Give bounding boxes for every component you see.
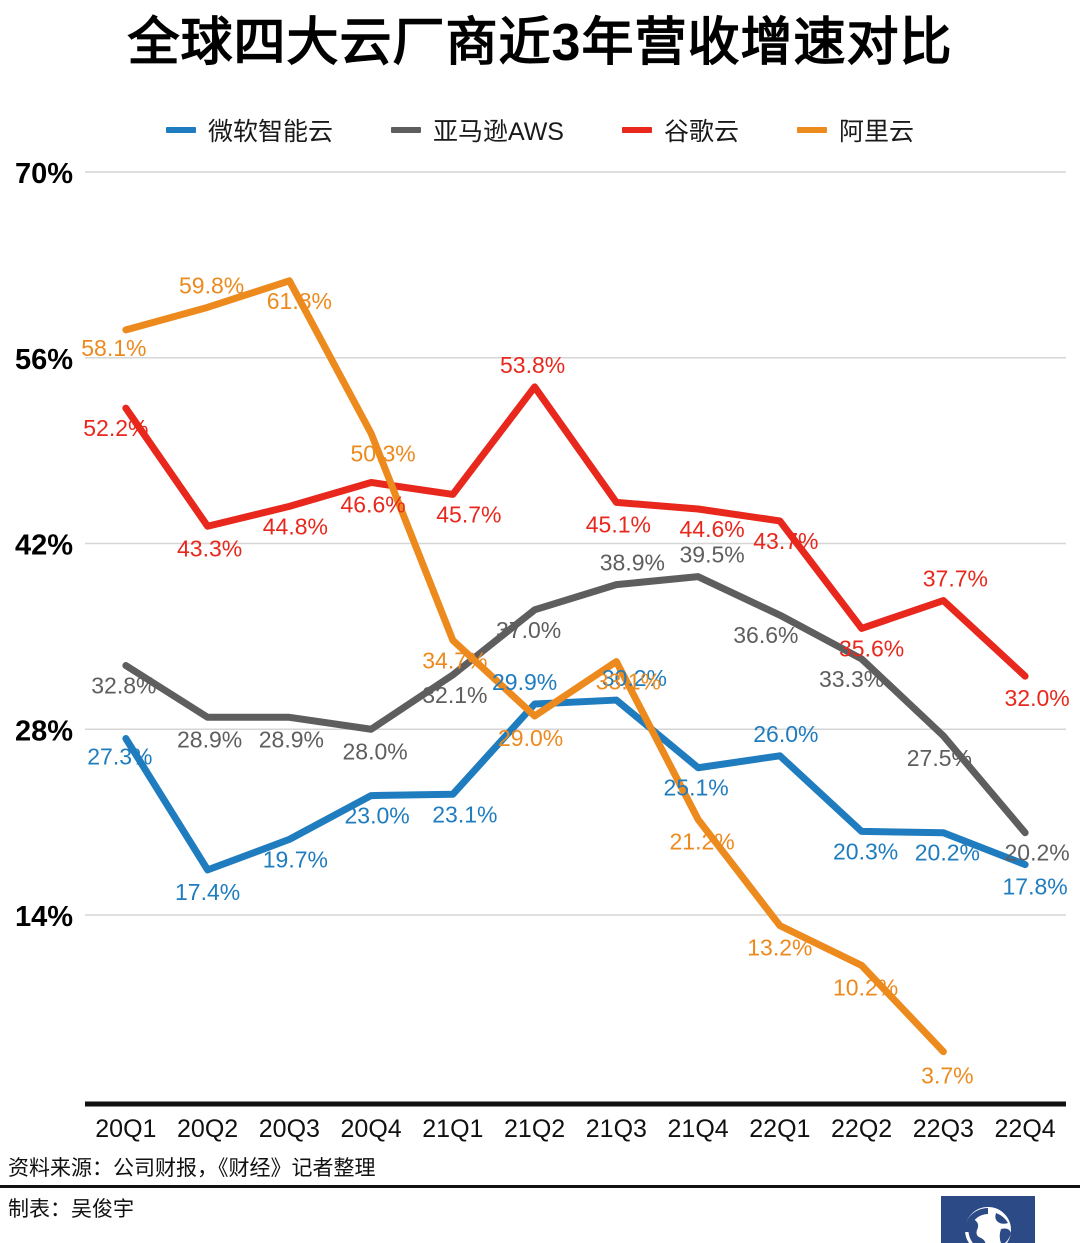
data-point-label: 29.9% (492, 669, 557, 695)
series-line[interactable] (122, 573, 1029, 837)
data-point-label: 43.3% (177, 535, 242, 561)
data-point-label: 43.7% (753, 528, 818, 554)
data-point-label: 32.8% (91, 673, 156, 699)
data-point-label: 17.8% (1003, 874, 1068, 900)
page-title: 全球四大云厂商近3年营收增速对比 (127, 14, 953, 72)
data-point-label: 38.9% (600, 550, 665, 576)
legend-swatch-icon (390, 127, 421, 133)
data-point-label: 44.8% (263, 513, 328, 539)
data-point-label: 52.2% (83, 415, 148, 441)
y-axis-tick-label: 42% (15, 530, 73, 562)
data-point-label: 10.2% (833, 974, 898, 1000)
data-point-label: 29.0% (498, 725, 563, 751)
series-line[interactable] (122, 277, 947, 1056)
data-point-label: 50.3% (351, 440, 416, 466)
x-axis-tick-label: 20Q1 (95, 1115, 156, 1143)
y-axis-tick-label: 70% (15, 158, 73, 190)
data-point-label: 28.9% (177, 726, 242, 752)
data-point-label: 53.8% (500, 352, 565, 378)
footer-divider (0, 1185, 1080, 1188)
x-axis-tick-label: 21Q2 (504, 1115, 565, 1143)
data-point-label: 28.9% (259, 726, 324, 752)
data-point-label: 32.1% (422, 682, 487, 708)
x-axis-tick-label: 20Q3 (259, 1115, 320, 1143)
source-note: 资料来源：公司财报，《财经》记者整理 (8, 1157, 376, 1180)
globe-logo (941, 1196, 1035, 1243)
data-point-label: 35.6% (839, 635, 904, 661)
chart-legend: 微软智能云 亚马逊AWS 谷歌云 阿里云 (0, 112, 1080, 148)
data-point-label: 17.4% (175, 879, 240, 905)
x-axis-tick-label: 20Q2 (177, 1115, 238, 1143)
series-line[interactable] (122, 696, 1029, 874)
x-axis-tick-label: 22Q4 (995, 1115, 1056, 1143)
data-point-label: 23.1% (432, 801, 497, 827)
series-line[interactable] (122, 383, 1029, 680)
data-point-label: 45.7% (436, 501, 501, 527)
x-axis-tick-label: 21Q3 (586, 1115, 647, 1143)
legend-label: 微软智能云 (207, 118, 333, 146)
data-point-label: 32.0% (1005, 685, 1070, 711)
data-point-label: 28.0% (343, 738, 408, 764)
chart-plot-area: 70% 56% 42% 28% 14% 20Q1 20Q2 20Q3 20Q4 21Q1 21Q2 2… (15, 158, 1070, 1143)
data-point-label: 23.0% (345, 803, 410, 829)
data-point-label: 21.2% (670, 828, 735, 854)
data-point-label: 33.1% (596, 669, 661, 695)
legend-swatch-icon (622, 127, 652, 133)
x-axis-tick-label: 21Q4 (668, 1115, 729, 1143)
data-point-label: 26.0% (753, 721, 818, 747)
data-point-label: 58.1% (81, 335, 146, 361)
legend-swatch-icon (165, 127, 196, 133)
credit-note: 制表：吴俊宇 (8, 1198, 134, 1221)
legend-item[interactable]: 亚马逊AWS (390, 112, 564, 148)
data-point-label: 59.8% (179, 272, 244, 298)
data-point-label: 39.5% (680, 542, 745, 568)
data-point-label: 61.8% (267, 288, 332, 314)
data-point-label: 34.7% (422, 647, 487, 673)
data-point-label: 3.7% (921, 1063, 973, 1089)
data-point-label: 45.1% (586, 511, 651, 537)
x-axis-tick-label: 22Q3 (913, 1115, 974, 1143)
data-point-label: 20.3% (833, 838, 898, 864)
data-point-label: 25.1% (664, 775, 729, 801)
line-chart: 70% 56% 42% 28% 14% 20Q1 20Q2 20Q3 20Q4 21Q1 21Q2 2… (15, 158, 1070, 1143)
x-axis-tick-label: 20Q4 (341, 1115, 402, 1143)
data-point-label: 27.3% (87, 744, 152, 770)
legend-swatch-icon (797, 127, 828, 133)
y-axis-tick-label: 56% (15, 344, 73, 376)
data-point-label: 27.5% (907, 745, 972, 771)
data-point-label: 19.7% (263, 846, 328, 872)
legend-item[interactable]: 微软智能云 (165, 112, 333, 148)
x-axis-tick-label: 21Q1 (422, 1115, 483, 1143)
data-point-label: 20.2% (915, 840, 980, 866)
legend-label: 谷歌云 (664, 118, 740, 146)
legend-item[interactable]: 阿里云 (797, 112, 914, 148)
legend-label: 亚马逊AWS (432, 118, 564, 146)
data-point-label: 37.0% (496, 617, 561, 643)
data-point-label: 13.2% (747, 935, 812, 961)
y-axis-tick-label: 28% (15, 715, 73, 747)
data-point-label: 33.3% (819, 666, 884, 692)
data-point-label: 30.2% (602, 665, 667, 691)
x-axis-tick-label: 22Q2 (831, 1115, 892, 1143)
legend-label: 阿里云 (839, 118, 915, 146)
data-point-label: 36.6% (733, 622, 798, 648)
legend-item[interactable]: 谷歌云 (622, 112, 739, 148)
x-axis-tick-label: 22Q1 (749, 1115, 810, 1143)
data-point-label: 44.6% (680, 516, 745, 542)
globe-icon (963, 1205, 1013, 1243)
data-point-label: 37.7% (923, 566, 988, 592)
data-point-label: 20.2% (1005, 840, 1070, 866)
data-point-label: 46.6% (341, 491, 406, 517)
y-axis-tick-label: 14% (15, 901, 73, 933)
